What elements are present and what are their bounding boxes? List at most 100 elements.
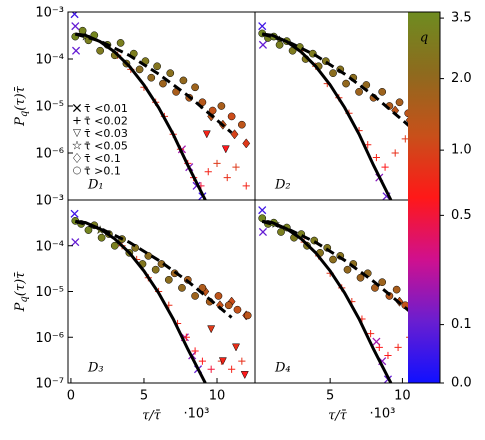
colorbar-tick-label: 2.0 — [451, 71, 472, 86]
point-circle — [191, 83, 199, 92]
point-x — [70, 12, 79, 19]
point-circle — [227, 112, 236, 121]
legend-label: τ̄ <0.05 — [84, 140, 128, 153]
point-circle — [208, 106, 217, 115]
y-axis-label: Pq(τ)τ̄ — [13, 85, 30, 126]
point-circle — [159, 79, 167, 88]
point-circle — [153, 62, 161, 71]
y-tick-label: 10⁻⁶ — [35, 331, 64, 346]
point-circle — [342, 79, 350, 88]
y-tick-label: 10⁻³ — [35, 6, 64, 21]
point-circle — [84, 226, 93, 234]
colorbar-frame — [254, 11, 441, 384]
legend-label: τ̄ <0.1 — [84, 152, 121, 165]
legend-label: τ̄ <0.03 — [84, 127, 128, 140]
fit-line — [261, 32, 418, 134]
point-x — [258, 206, 267, 215]
point-circle — [275, 41, 284, 49]
point-plus — [367, 330, 375, 338]
legend-marker — [73, 166, 81, 175]
y-tick-label: 10⁻⁵ — [35, 100, 64, 115]
point-plus — [204, 168, 212, 176]
point-x — [71, 46, 81, 55]
point-circle — [356, 273, 365, 282]
y-tick-label: 10⁻³ — [35, 194, 64, 209]
point-x — [258, 22, 267, 31]
panel-label: D₂ — [274, 178, 291, 193]
x-axis-label: τ/τ̄ — [328, 409, 348, 424]
y-label-rest: (τ)τ̄ — [13, 85, 28, 110]
point-circle — [164, 275, 173, 284]
point-plus — [401, 135, 409, 143]
point-circle — [395, 98, 404, 107]
point-plus — [391, 149, 399, 157]
point-triangle — [221, 145, 230, 154]
x-tick-label: 0 — [67, 389, 75, 404]
point-circle — [277, 228, 285, 236]
point-circle — [96, 46, 104, 55]
plot-area — [70, 12, 251, 200]
y-axis-label: Pq(τ)τ̄ — [13, 271, 30, 312]
point-circle — [147, 73, 156, 82]
colorbar-tick-label: 1.0 — [451, 143, 472, 158]
y-tick-label: 10⁻⁴ — [35, 239, 64, 254]
point-plus — [207, 365, 215, 373]
colorbar-tick-label: 0.0 — [451, 376, 472, 391]
y-tick-label: 10⁻⁷ — [35, 377, 64, 392]
point-plus — [372, 153, 381, 162]
y-tick-label: 10⁻⁴ — [35, 53, 64, 68]
point-plus — [232, 163, 240, 171]
point-circle — [238, 120, 246, 129]
colorbar-tick-label: 0.5 — [451, 208, 472, 223]
point-plus — [375, 343, 383, 351]
point-triangle — [202, 130, 211, 139]
point-plus — [381, 163, 389, 171]
x-tick-label: 5 — [140, 389, 148, 404]
y-label-rest: (τ)τ̄ — [13, 271, 28, 296]
point-circle — [378, 278, 387, 287]
point-plus — [238, 357, 246, 365]
fit-line — [75, 219, 207, 383]
point-triangle — [218, 357, 227, 366]
x-tick-label: 10 — [209, 389, 226, 404]
point-circle — [329, 255, 337, 264]
point-circle — [151, 265, 160, 274]
point-circle — [116, 39, 125, 47]
point-circle — [214, 292, 223, 300]
y-tick-label: 10⁻⁶ — [35, 147, 64, 162]
legend-label: τ̄ <0.02 — [84, 115, 128, 128]
panel-label: D₃ — [87, 361, 104, 376]
colorbar — [408, 12, 440, 383]
colorbar-tick-label: 3.5 — [451, 11, 472, 26]
panel-label: D₁ — [87, 178, 104, 193]
point-circle — [217, 102, 226, 110]
point-plus — [384, 351, 392, 360]
point-triangle — [232, 343, 241, 352]
point-diamond — [216, 300, 224, 311]
fit-line — [74, 219, 233, 319]
point-plus — [191, 347, 199, 355]
point-x — [258, 227, 268, 237]
legend-label: τ̄ >0.1 — [84, 165, 121, 178]
colorbar-tick-label: 0.1 — [451, 317, 472, 332]
legend-marker — [72, 103, 82, 113]
fit-line — [261, 219, 418, 319]
x-tick-label: 5 — [326, 389, 334, 404]
point-circle — [233, 305, 242, 314]
x-axis-label: τ/τ̄ — [142, 409, 162, 424]
point-circle — [224, 301, 233, 310]
point-circle — [378, 88, 387, 96]
point-x — [71, 238, 80, 247]
x-tick-label: 10 — [394, 389, 411, 404]
point-circle — [343, 265, 352, 274]
point-circle — [392, 285, 401, 294]
x-multiplier: ·10³ — [184, 407, 210, 422]
point-circle — [135, 65, 144, 74]
y-tick-label: 10⁻⁵ — [35, 285, 64, 300]
point-plus — [228, 365, 236, 373]
point-diamond — [242, 138, 251, 149]
point-circle — [243, 311, 252, 320]
y-label-sub: q — [19, 111, 30, 117]
legend-marker — [72, 129, 82, 138]
point-plus — [198, 357, 207, 365]
